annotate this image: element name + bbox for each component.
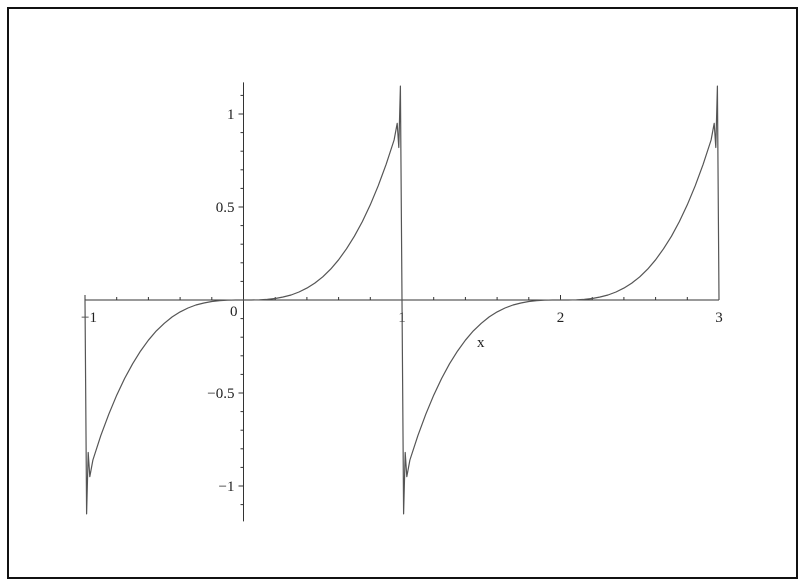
x-tick-label: −1	[81, 310, 97, 326]
series-layer	[84, 85, 720, 515]
x-tick-label: 3	[715, 310, 723, 326]
y-tick-label: −1	[219, 479, 235, 495]
series-line	[84, 85, 720, 515]
y-tick-label: 1	[227, 107, 235, 123]
y-tick-label: 0.5	[216, 200, 235, 216]
x-tick-label: 0	[230, 304, 238, 320]
y-tick-label: −0.5	[207, 386, 234, 402]
x-tick-label: 2	[557, 310, 565, 326]
x-axis-label: x	[477, 335, 485, 351]
